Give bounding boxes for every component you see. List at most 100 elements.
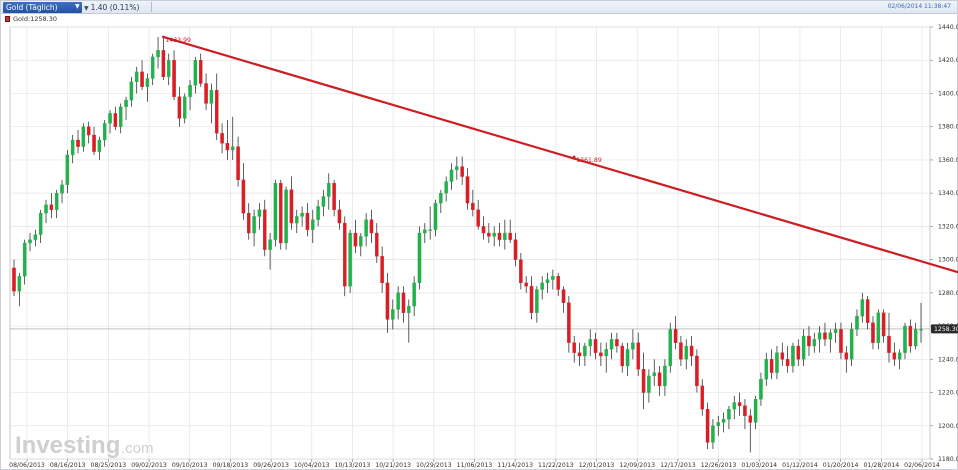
candle-body xyxy=(508,232,512,240)
candle-body xyxy=(241,179,246,214)
candle-body xyxy=(833,329,838,333)
candle-body xyxy=(727,409,731,420)
candle-body xyxy=(753,399,758,423)
candle-body xyxy=(561,289,566,303)
candle-body xyxy=(817,332,822,340)
candle-body xyxy=(332,183,336,210)
candle-body xyxy=(193,60,198,86)
candle-body xyxy=(214,89,219,134)
candle-body xyxy=(535,289,539,313)
candle-body xyxy=(567,302,571,343)
y-tick-label: 1400.00 xyxy=(938,90,958,97)
candle-body xyxy=(684,345,688,360)
candle-body xyxy=(689,345,694,357)
candle-body xyxy=(385,282,390,320)
candle-body xyxy=(129,81,134,101)
annotation-label: 1433.99 xyxy=(165,37,191,44)
candle-body xyxy=(156,50,160,58)
candle-body xyxy=(657,372,662,387)
x-tick-label: 01/28/2014 xyxy=(863,462,899,469)
candle-body xyxy=(38,212,43,235)
candle-body xyxy=(769,359,774,373)
candle-body xyxy=(892,352,897,360)
candle-body xyxy=(780,352,785,360)
candle-body xyxy=(775,352,779,373)
candle-body xyxy=(380,256,384,284)
x-tick-label: 01/12/2014 xyxy=(782,462,818,469)
candle-body xyxy=(556,276,560,290)
candle-body xyxy=(166,60,171,77)
annotation-dot xyxy=(572,155,576,159)
price-change-value: 1.40 (0.11%) xyxy=(90,3,140,12)
x-tick-label: 12/01/2013 xyxy=(579,462,615,469)
candle-body xyxy=(364,219,368,237)
candle-body xyxy=(663,365,667,387)
candle-body xyxy=(182,96,187,119)
x-tick-label: 10/29/2013 xyxy=(416,462,452,469)
candle-body xyxy=(449,169,454,182)
current-price-flag xyxy=(931,324,958,334)
candle-body xyxy=(305,212,310,230)
candle-body xyxy=(572,342,576,353)
candle-body xyxy=(913,329,918,347)
x-tick-label: 08/16/2013 xyxy=(50,462,86,469)
candle-body xyxy=(700,385,705,410)
chevron-down-icon: ▼ xyxy=(75,3,80,10)
candle-body xyxy=(615,339,619,347)
candle-body xyxy=(81,126,86,147)
x-tick-label: 08/25/2013 xyxy=(91,462,127,469)
candle-body xyxy=(348,232,352,287)
candle-body xyxy=(481,226,486,234)
candle-body xyxy=(487,232,491,237)
series-legend: Gold:1258.30 xyxy=(5,15,57,23)
candle-body xyxy=(140,71,144,87)
candle-body xyxy=(807,335,811,347)
candle-body xyxy=(289,189,294,224)
x-tick-label: 10/21/2013 xyxy=(375,462,411,469)
candle-body xyxy=(759,379,763,400)
candle-body xyxy=(668,329,672,367)
x-tick-label: 12/09/2013 xyxy=(619,462,655,469)
candle-body xyxy=(22,242,27,277)
candle-body xyxy=(604,349,608,357)
watermark-logo: Investing xyxy=(15,432,120,459)
annotation-dot xyxy=(162,35,165,39)
y-tick-label: 1220.00 xyxy=(938,390,958,397)
y-tick-label: 1360.00 xyxy=(938,157,958,164)
candle-body xyxy=(881,312,886,337)
toolbar-divider xyxy=(151,2,152,12)
candle-body xyxy=(150,56,155,79)
plot-frame xyxy=(9,26,931,460)
candle-body xyxy=(17,276,22,292)
candle-body xyxy=(785,359,790,367)
candle-body xyxy=(513,239,518,260)
x-tick-label: 10/13/2013 xyxy=(335,462,371,469)
candle-body xyxy=(636,342,640,370)
y-tick-label: 1340.00 xyxy=(938,190,958,197)
candle-body xyxy=(828,332,833,340)
candle-body xyxy=(860,299,865,317)
instrument-selector[interactable]: Gold (Täglich) ▼ xyxy=(3,2,82,13)
candle-body xyxy=(428,229,432,231)
watermark-domain: .com xyxy=(121,440,154,457)
candle-body xyxy=(225,143,230,151)
candle-body xyxy=(33,234,38,240)
x-tick-label: 09/26/2013 xyxy=(253,462,289,469)
candle-body xyxy=(209,89,214,104)
x-tick-label: 08/06/2013 xyxy=(9,462,45,469)
trendline xyxy=(162,35,958,274)
candle-body xyxy=(407,305,411,313)
candle-body xyxy=(439,193,443,204)
candle-body xyxy=(257,209,262,217)
candle-body xyxy=(343,222,347,287)
current-price-label: 1258.30 xyxy=(934,326,958,333)
candle-body xyxy=(49,204,54,210)
x-tick-label: 12/17/2013 xyxy=(660,462,696,469)
candle-body xyxy=(855,315,859,330)
candle-body xyxy=(76,139,80,147)
candle-body xyxy=(673,329,678,343)
candle-body xyxy=(849,329,854,360)
candle-body xyxy=(44,204,48,214)
candle-body xyxy=(748,415,753,423)
candle-body xyxy=(327,183,331,197)
